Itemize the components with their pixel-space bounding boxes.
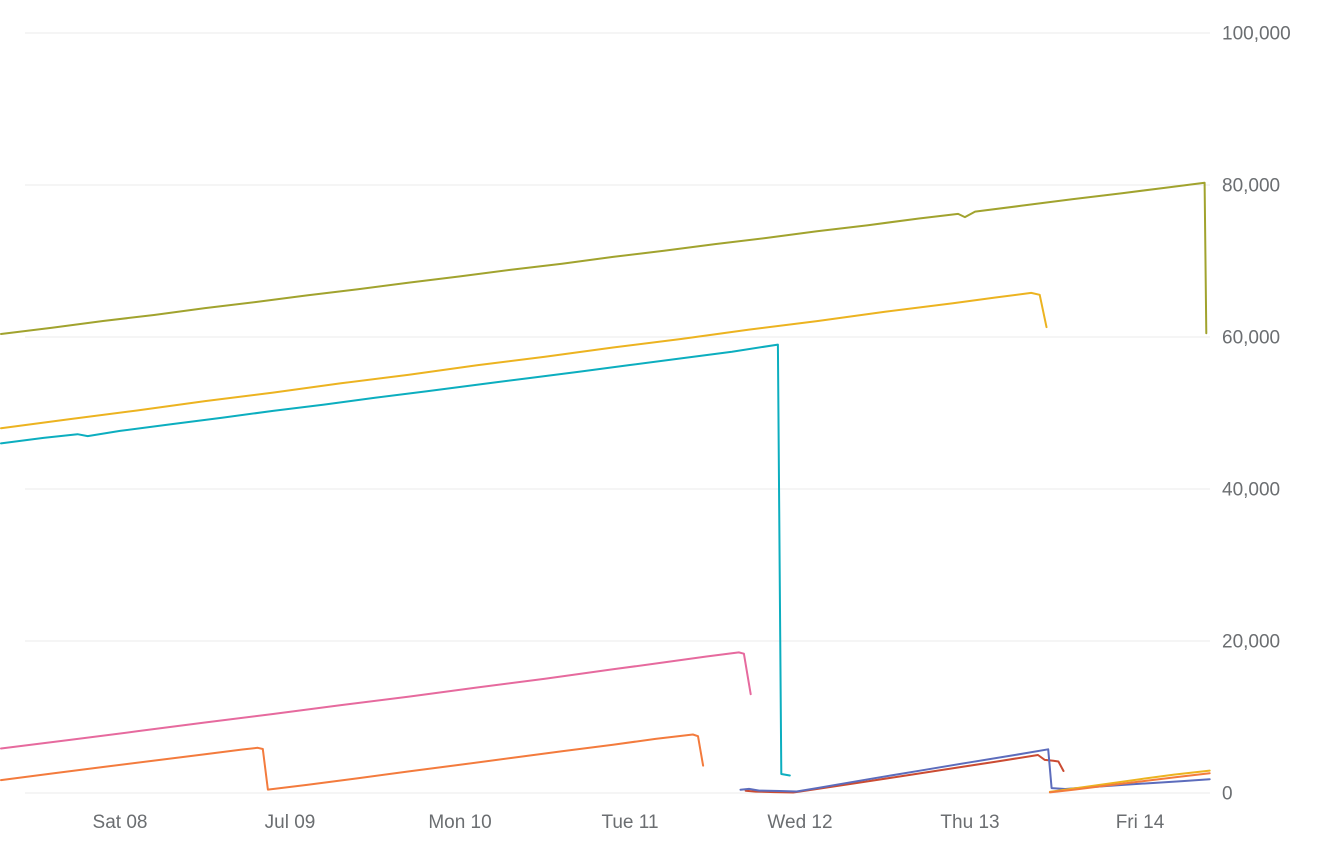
y-axis-label: 80,000 <box>1222 176 1280 197</box>
y-axis-label: 100,000 <box>1222 24 1291 45</box>
series-line-red <box>744 754 1065 794</box>
x-axis-label: Wed 12 <box>767 812 832 833</box>
y-axis-label: 60,000 <box>1222 328 1280 349</box>
y-axis-label: 40,000 <box>1222 480 1280 501</box>
series-line-gold-2 <box>1048 769 1211 793</box>
x-axis-label: Mon 10 <box>428 812 491 833</box>
series-line-olive <box>0 181 1208 335</box>
series-line-orange <box>0 733 705 791</box>
series-line-pink <box>0 651 752 750</box>
y-axis-label: 20,000 <box>1222 632 1280 653</box>
x-axis-label: Jul 09 <box>265 812 316 833</box>
series-line-teal <box>0 343 791 777</box>
x-axis-label: Fri 14 <box>1116 812 1165 833</box>
x-axis-label: Sat 08 <box>93 812 148 833</box>
series-line-indigo <box>739 748 1211 793</box>
series-line-gold <box>0 291 1048 430</box>
x-axis-label: Thu 13 <box>940 812 999 833</box>
y-axis-label: 0 <box>1222 784 1233 805</box>
series-line-orange-2 <box>1048 772 1211 794</box>
x-axis-label: Tue 11 <box>601 812 658 833</box>
